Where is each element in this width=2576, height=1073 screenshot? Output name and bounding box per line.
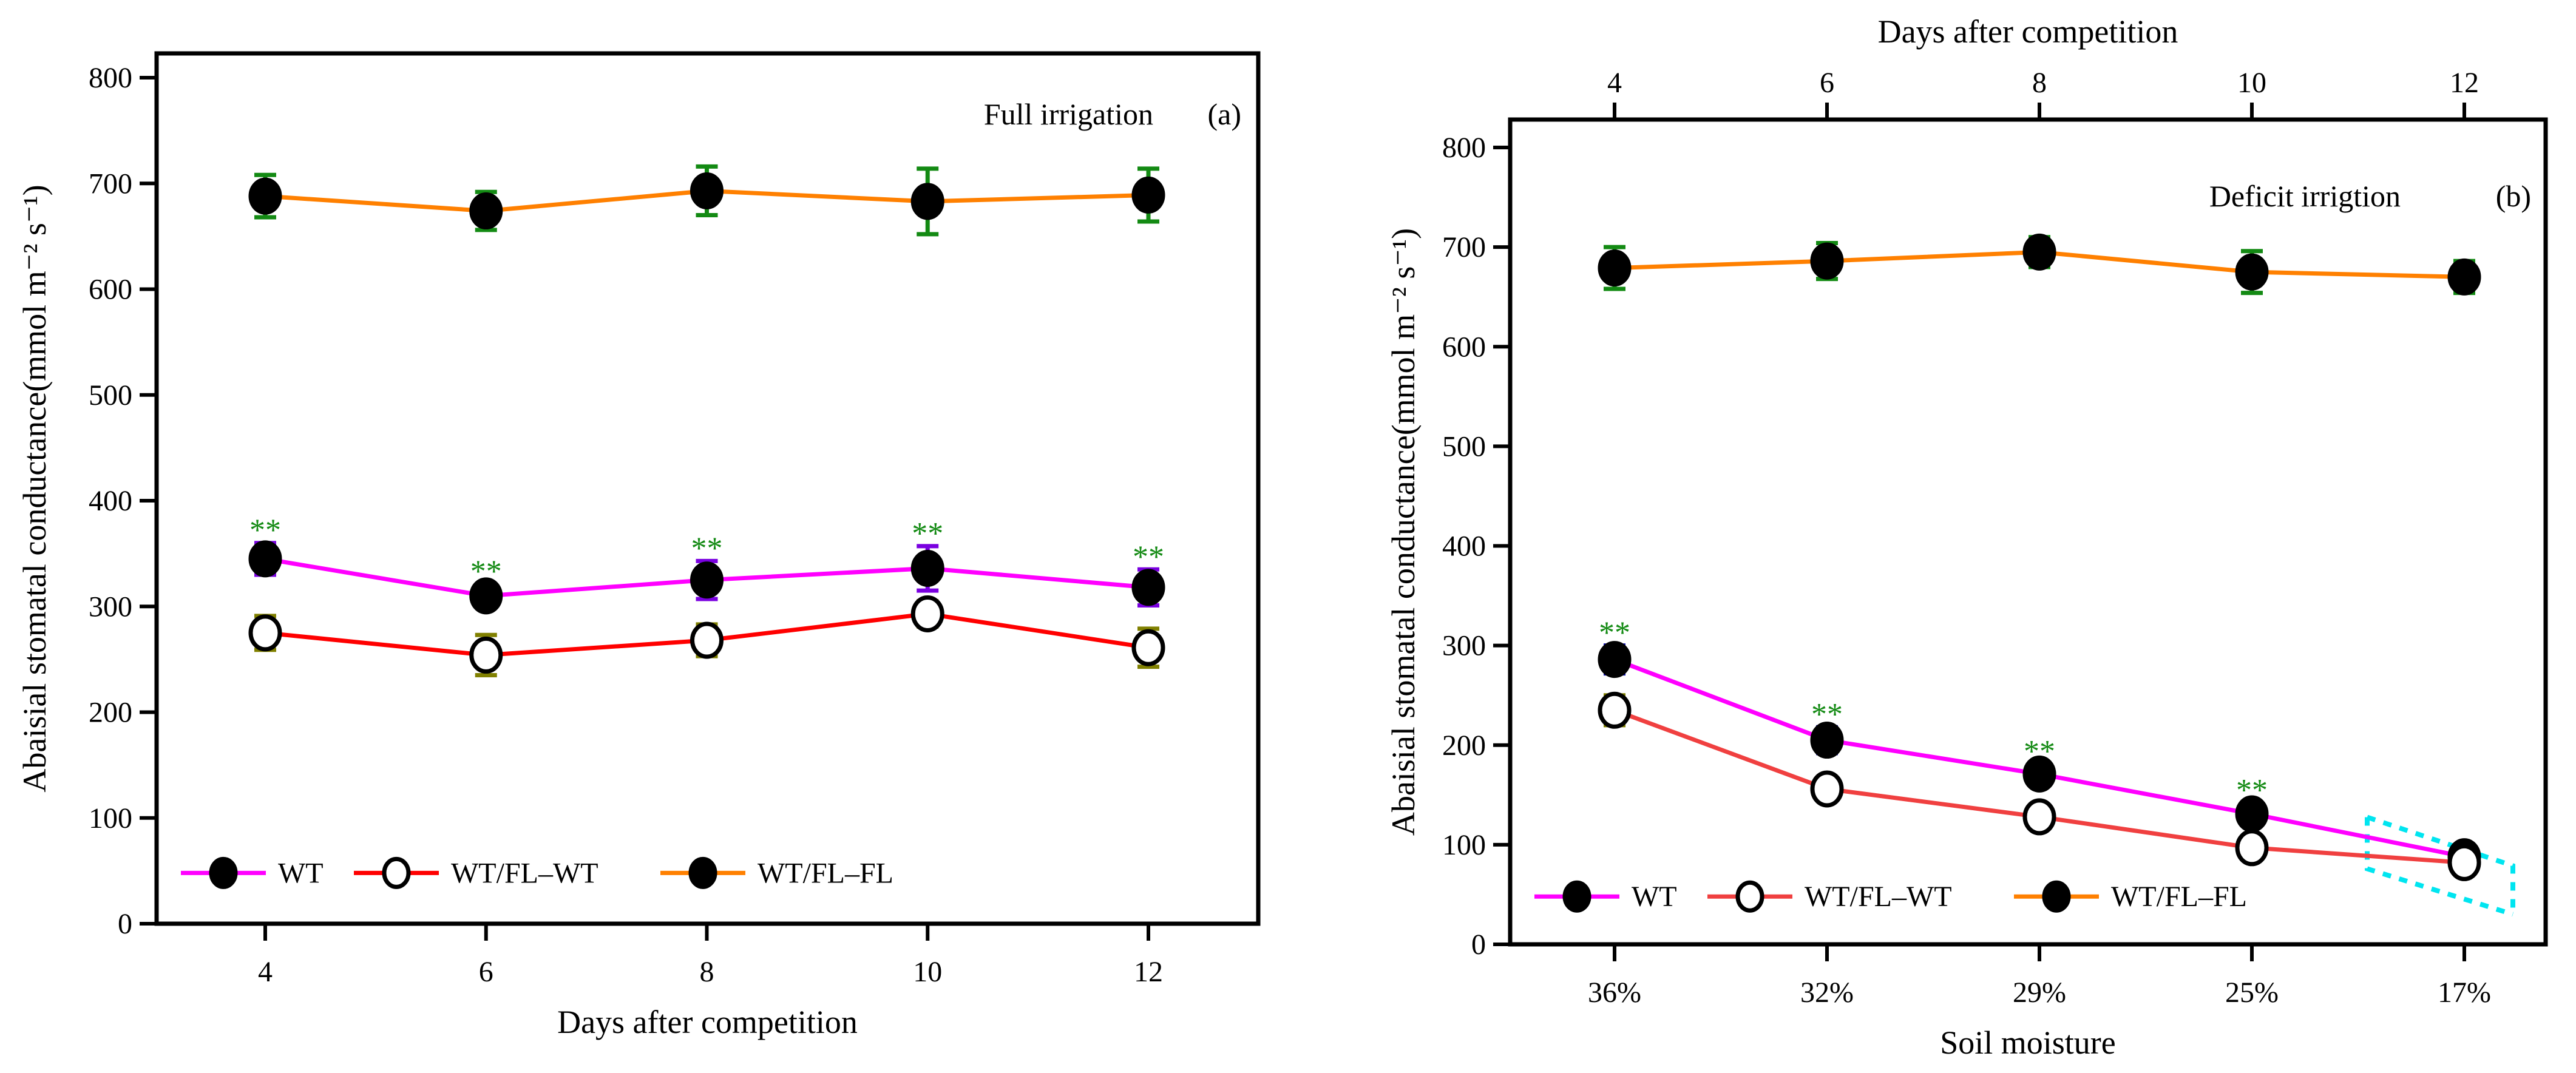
legend-marker	[1735, 880, 1764, 913]
legend-marker	[1562, 880, 1591, 913]
panel-label: (b)	[2496, 179, 2531, 213]
data-point	[2447, 258, 2481, 296]
legend-label: WT/FL–WT	[1805, 881, 1952, 913]
data-point	[469, 192, 503, 230]
data-point	[910, 550, 944, 587]
data-point	[2022, 233, 2056, 271]
data-point	[1598, 641, 1632, 679]
legend-label: WT	[278, 857, 324, 889]
x2-tick-label: 8	[2032, 67, 2047, 99]
data-point	[2022, 798, 2056, 836]
legend-marker	[688, 856, 717, 889]
y-tick-label: 0	[118, 908, 132, 940]
data-point	[690, 621, 724, 659]
y-tick-label: 300	[89, 591, 132, 623]
x2-tick-label: 4	[1607, 67, 1622, 99]
y-axis-title: Abaisial stomatal conductance(mmol m⁻² s…	[1385, 228, 1422, 836]
data-point	[910, 183, 944, 220]
x-tick-label: 6	[479, 956, 493, 988]
significance-marker: **	[1811, 697, 1843, 732]
data-point	[2235, 829, 2269, 867]
x-axis-title: Days after competition	[557, 1004, 858, 1040]
data-point	[1810, 722, 1844, 759]
significance-marker: **	[249, 513, 281, 548]
data-point	[1131, 176, 1165, 214]
y-tick-label: 100	[1442, 829, 1486, 861]
data-point	[690, 172, 724, 209]
panel-b: 0 100 200 300 400 500 600 700 800 36% 4 32% 6 29% 8 25%…	[1385, 13, 2548, 1061]
x-tick-label: 32%	[1800, 977, 1854, 1009]
x-tick-label: 10	[913, 956, 942, 988]
y-tick-label: 200	[89, 697, 132, 729]
x-tick-label: 17%	[2438, 977, 2491, 1009]
data-point	[910, 595, 944, 632]
y-tick-label: 500	[1442, 430, 1486, 462]
y-tick-label: 800	[89, 62, 132, 94]
significance-marker: **	[2236, 773, 2268, 808]
annotation-label: Deficit irrigtion	[2209, 179, 2401, 213]
y-tick-label: 500	[89, 379, 132, 411]
y-tick-label: 800	[1442, 132, 1486, 164]
data-point	[1810, 242, 1844, 280]
legend-label: WT/FL–FL	[758, 857, 893, 889]
y-tick-label: 700	[89, 168, 132, 200]
significance-marker: **	[1599, 616, 1630, 651]
data-point	[690, 561, 724, 599]
panel-a: 0 100 200 300 400 500 600 700 800 4 6 8 10 12 Days aft…	[16, 51, 1261, 1040]
panel-label: (a)	[1208, 97, 1242, 131]
x2-tick-label: 10	[2237, 67, 2266, 99]
y-tick-label: 100	[89, 802, 132, 834]
legend-label: WT/FL–WT	[451, 857, 598, 889]
data-point	[2447, 844, 2481, 881]
data-point	[1598, 249, 1632, 287]
data-point	[469, 636, 503, 674]
legend-label: WT	[1632, 881, 1677, 913]
y-tick-label: 400	[1442, 530, 1486, 563]
y-tick-label: 300	[1442, 630, 1486, 662]
data-point	[248, 614, 282, 652]
y-tick-label: 0	[1471, 929, 1486, 961]
annotation-label: Full irrigation	[984, 97, 1153, 131]
data-point	[2235, 253, 2269, 291]
x2-axis-title: Days after competition	[1878, 13, 2178, 50]
y-axis-title: Abaisial stomatal conductance(mmol m⁻² s…	[16, 184, 53, 792]
x2-tick-label: 12	[2450, 67, 2479, 99]
data-point	[1131, 629, 1165, 666]
highlight-box	[2365, 814, 2515, 917]
x2-tick-label: 6	[1820, 67, 1834, 99]
plot-frame	[1508, 117, 2548, 947]
data-point	[469, 577, 503, 615]
legend-marker	[382, 856, 411, 889]
data-point	[248, 540, 282, 578]
data-point	[2022, 755, 2056, 793]
legend-label: WT/FL–FL	[2111, 881, 2247, 913]
significance-marker: **	[470, 555, 502, 589]
y-tick-label: 400	[89, 485, 132, 517]
x-tick-label: 36%	[1588, 977, 1641, 1009]
significance-marker: **	[691, 531, 723, 566]
y-tick-label: 600	[1442, 331, 1486, 363]
x-axis-title: Soil moisture	[1940, 1024, 2116, 1061]
x-tick-label: 29%	[2013, 977, 2066, 1009]
x-tick-label: 12	[1134, 956, 1163, 988]
legend-marker	[209, 856, 238, 889]
x-tick-label: 8	[700, 956, 714, 988]
significance-marker: **	[2024, 734, 2055, 769]
y-tick-label: 200	[1442, 729, 1486, 762]
significance-marker: **	[1133, 540, 1164, 574]
x-tick-label: 25%	[2225, 977, 2279, 1009]
y-tick-label: 700	[1442, 231, 1486, 263]
y-tick-label: 600	[89, 274, 132, 306]
x-tick-label: 4	[258, 956, 273, 988]
data-point	[1598, 691, 1632, 729]
data-point	[248, 177, 282, 215]
data-point	[1810, 770, 1844, 808]
data-point	[1131, 569, 1165, 606]
significance-marker: **	[912, 516, 943, 551]
legend-marker	[2042, 880, 2071, 913]
